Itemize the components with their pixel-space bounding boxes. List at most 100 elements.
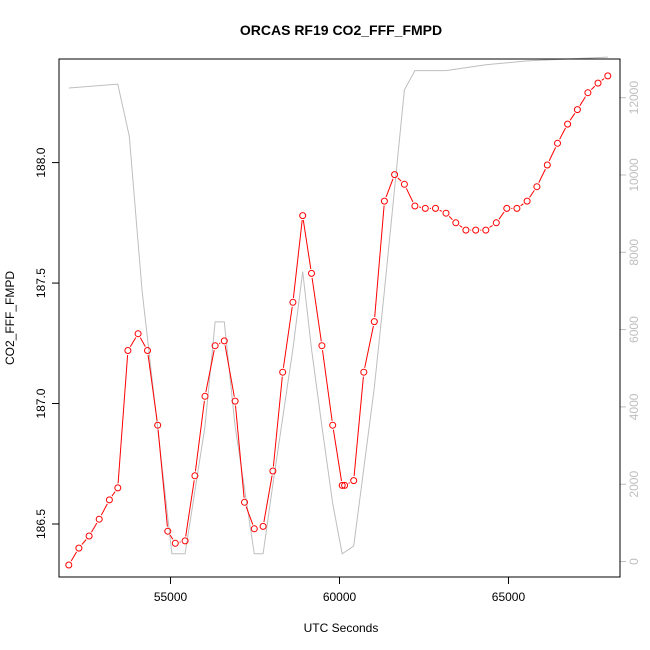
- co2-line-segment: [559, 127, 566, 140]
- chart-title: ORCAS RF19 CO2_FFF_FMPD: [240, 22, 442, 38]
- co2-point: [421, 204, 429, 212]
- co2-line-segment: [489, 224, 493, 228]
- co2-point: [380, 197, 388, 205]
- y2-tick-label: 8000: [627, 239, 641, 266]
- co2-point: [329, 421, 337, 429]
- y-axis-label: CO2_FFF_FMPD: [3, 271, 17, 365]
- co2-line-segment: [139, 337, 146, 347]
- co2-line-segment: [439, 209, 443, 212]
- y2-tick-label: 0: [627, 558, 641, 565]
- co2-point: [370, 318, 378, 326]
- co2-point: [201, 392, 209, 400]
- y-tick-label: 187.5: [34, 268, 48, 298]
- co2-line-segment: [81, 539, 87, 545]
- co2-line-segment: [129, 337, 137, 347]
- y-tick-label: 187.0: [34, 388, 48, 418]
- co2-point: [269, 467, 277, 475]
- co2-line-segment: [332, 429, 342, 482]
- x-tick-label: 60000: [323, 590, 357, 604]
- co2-point: [144, 347, 151, 354]
- co2-line-segment: [117, 354, 129, 484]
- co2-point: [279, 368, 287, 376]
- co2-point: [220, 337, 228, 345]
- co2-line-segment: [448, 216, 453, 221]
- co2-line-segment: [169, 534, 174, 540]
- co2-point: [584, 89, 592, 97]
- axes-layer: 55000 60000 65000 186.5 187.0 187.5 188.0 0 2000…: [34, 81, 641, 604]
- co2-line-segment: [520, 203, 524, 207]
- y2-tick-label: 2000: [627, 471, 641, 498]
- co2-line-segment: [601, 78, 605, 81]
- co2-line-segment: [218, 342, 221, 345]
- co2-point: [241, 498, 248, 506]
- co2-line-segment: [498, 211, 505, 220]
- co2-line-segment: [322, 350, 333, 421]
- co2-line-segment: [272, 376, 283, 467]
- co2-line-segment: [529, 190, 535, 198]
- co2-line-segment: [245, 506, 254, 525]
- y2-tick-label: 4000: [627, 393, 641, 420]
- series-layer: [65, 56, 612, 569]
- co2-point: [75, 544, 83, 552]
- co2-point: [289, 298, 297, 306]
- x-tick-label: 55000: [154, 590, 188, 604]
- co2-point: [411, 202, 419, 210]
- x-axis-label: UTC Seconds: [304, 621, 379, 635]
- co2-line-segment: [263, 475, 273, 523]
- co2-line-segment: [405, 188, 414, 203]
- co2-point: [442, 209, 450, 217]
- co2-point: [154, 421, 162, 429]
- co2-line-segment: [579, 96, 586, 107]
- y2-tick-label: 12000: [627, 81, 641, 115]
- co2-line-segment: [292, 220, 303, 298]
- co2-point: [250, 525, 258, 533]
- co2-point: [95, 515, 103, 523]
- co2-line-segment: [397, 177, 402, 182]
- co2-line-segment: [538, 168, 546, 183]
- co2-point: [503, 204, 511, 212]
- co2-line-segment: [194, 400, 205, 472]
- co2-point: [105, 496, 113, 504]
- altitude-line: [68, 56, 608, 555]
- co2-point: [482, 226, 490, 234]
- co2-line-segment: [147, 354, 158, 421]
- co2-point: [231, 397, 239, 405]
- co2-line-segment: [364, 325, 374, 368]
- co2-line-segment: [569, 113, 576, 121]
- co2-line-segment: [111, 491, 116, 497]
- co2-point: [573, 106, 581, 114]
- co2-point: [533, 183, 541, 191]
- co2-point: [191, 472, 199, 480]
- co2-line-segment: [282, 306, 293, 368]
- co2-line-segment: [590, 85, 596, 90]
- co2-point: [308, 269, 315, 277]
- co2-point: [360, 368, 368, 376]
- co2-line-segment: [348, 482, 350, 484]
- co2-point: [350, 477, 358, 485]
- co2-point: [181, 537, 189, 545]
- y-tick-label: 186.5: [34, 509, 48, 539]
- co2-point: [171, 539, 179, 547]
- co2-point: [594, 79, 602, 87]
- co2-line-segment: [90, 522, 98, 533]
- co2-line-segment: [548, 147, 557, 162]
- co2-line-segment: [302, 220, 312, 270]
- co2-point: [604, 72, 612, 80]
- co2-point: [462, 226, 470, 234]
- co2-point: [472, 226, 480, 234]
- co2-point: [65, 561, 73, 569]
- co2-point: [452, 219, 460, 227]
- co2-line-segment: [185, 480, 195, 537]
- co2-line-segment: [205, 350, 215, 392]
- co2-point: [400, 180, 408, 188]
- co2-point: [259, 522, 267, 530]
- co2-point: [134, 330, 142, 338]
- co2-point: [513, 204, 521, 212]
- co2-point: [299, 212, 307, 220]
- plot-frame: [58, 58, 621, 578]
- co2-point: [341, 481, 349, 489]
- co2-line-segment: [385, 178, 394, 198]
- co2-point: [164, 527, 172, 535]
